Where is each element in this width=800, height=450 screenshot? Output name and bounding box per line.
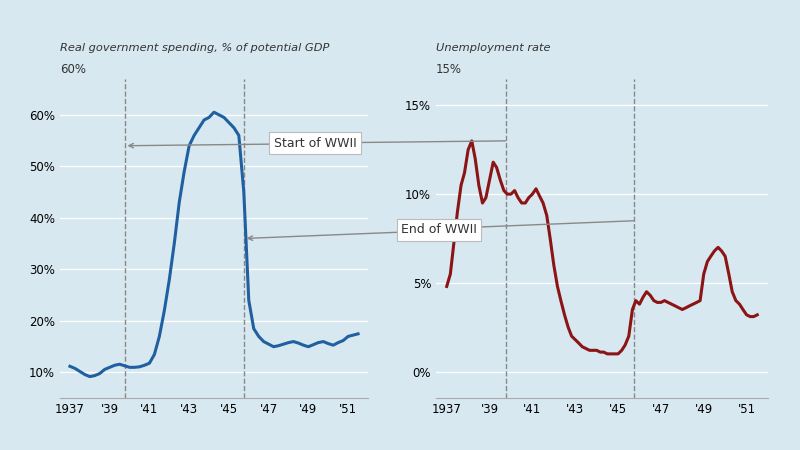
Text: 60%: 60% (60, 63, 86, 76)
Text: Unemployment rate: Unemployment rate (436, 43, 550, 53)
Text: Start of WWII: Start of WWII (274, 137, 357, 150)
Text: Real government spending, % of potential GDP: Real government spending, % of potential… (60, 43, 330, 53)
Text: End of WWII: End of WWII (401, 223, 477, 236)
Text: 15%: 15% (436, 63, 462, 76)
